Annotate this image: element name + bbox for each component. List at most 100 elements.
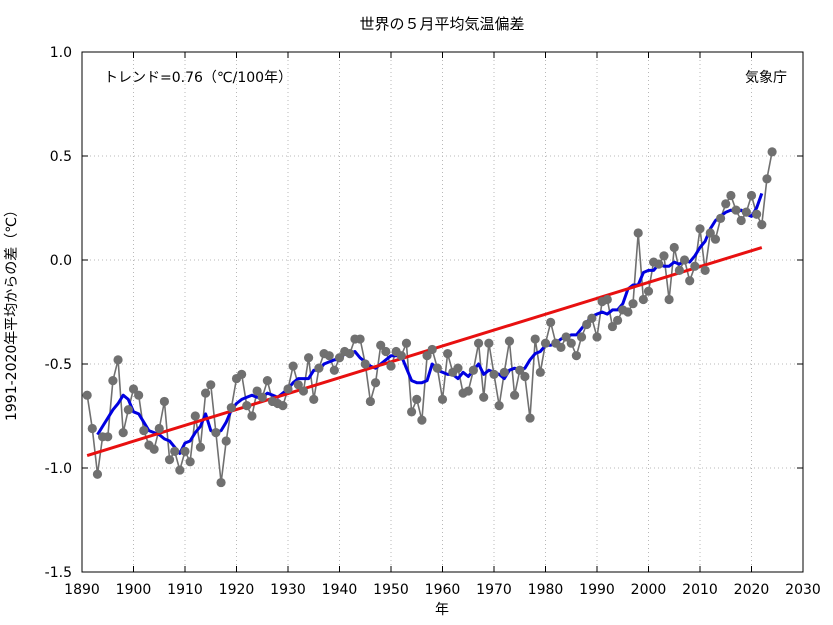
annual-anomaly-point — [582, 319, 592, 330]
annual-anomaly-point — [479, 392, 489, 402]
annual-anomaly-point — [237, 369, 247, 379]
annual-anomaly-point — [118, 428, 128, 438]
annual-anomaly-point — [654, 259, 664, 269]
annual-anomaly-point — [746, 190, 757, 201]
annual-anomaly-point — [752, 209, 762, 219]
annual-anomaly-point — [164, 455, 175, 465]
annual-anomaly-line — [86, 151, 773, 483]
annual-anomaly-point — [561, 332, 571, 342]
annual-anomaly-point — [587, 313, 597, 323]
annual-anomaly-point — [278, 401, 288, 411]
annual-anomaly-point — [710, 234, 721, 244]
annual-anomaly-point — [252, 386, 262, 396]
annual-anomaly-point — [108, 376, 118, 386]
y-tick-label: 0.0 — [50, 253, 72, 269]
annual-anomaly-point — [329, 365, 339, 375]
annual-anomaly-point — [674, 265, 685, 275]
y-tick-label: -1.0 — [45, 461, 72, 477]
annual-anomaly-point — [607, 321, 618, 332]
x-tick-label: 1890 — [64, 582, 100, 598]
annual-anomaly-point — [643, 286, 654, 296]
y-tick-label: 1.0 — [50, 45, 72, 61]
annual-anomaly-point — [731, 205, 741, 215]
y-axis-label: 1991-2020年平均からの差（℃） — [4, 203, 20, 421]
annual-anomaly-point — [154, 423, 164, 434]
chart-title: 世界の５月平均気温偏差 — [359, 15, 524, 33]
annual-anomaly-point — [149, 444, 159, 454]
axis-ticks: 1890 1900 1910 1920 1930 1940 1950 1960 1970 1980… — [45, 45, 821, 598]
annual-anomaly-point — [664, 294, 674, 305]
annual-anomaly-point — [211, 428, 221, 438]
annual-anomaly-point — [293, 380, 303, 390]
annual-anomaly-point — [180, 446, 190, 456]
annual-anomaly-point — [314, 363, 324, 373]
annual-anomaly-point — [695, 224, 705, 234]
annual-anomaly-point — [370, 378, 381, 388]
annual-anomaly-point — [247, 411, 257, 421]
annual-anomaly-point — [407, 407, 417, 417]
annual-anomaly-point — [628, 299, 638, 309]
x-tick-label: 1950 — [373, 582, 409, 598]
x-tick-label: 1980 — [528, 582, 564, 598]
plot-area — [82, 147, 777, 488]
annual-anomaly-point — [412, 394, 422, 404]
x-tick-label: 2000 — [631, 582, 667, 598]
x-tick-label: 2010 — [682, 582, 718, 598]
annual-anomaly-point — [540, 338, 551, 348]
annual-anomaly-point — [623, 307, 633, 317]
y-tick-label: -1.5 — [45, 565, 72, 581]
annual-anomaly-point — [427, 344, 437, 355]
annual-anomaly-point — [726, 190, 736, 201]
annual-anomaly-point — [334, 353, 345, 363]
moving-average-line — [96, 192, 764, 455]
annual-anomaly-point — [355, 334, 365, 344]
annual-anomaly-point — [468, 365, 478, 375]
annual-anomaly-point — [381, 346, 391, 357]
annual-anomaly-point — [309, 394, 319, 404]
x-tick-label: 2030 — [785, 582, 821, 598]
annual-anomaly-point — [283, 384, 293, 394]
annual-anomaly-point — [365, 396, 375, 407]
x-tick-label: 2020 — [734, 582, 770, 598]
x-tick-label: 1900 — [116, 582, 152, 598]
annual-anomaly-point — [92, 469, 103, 479]
x-tick-label: 1910 — [167, 582, 203, 598]
annual-anomaly-point — [304, 353, 314, 363]
annual-anomaly-point — [638, 294, 648, 305]
x-tick-label: 1930 — [270, 582, 306, 598]
annual-anomaly-point — [170, 446, 180, 456]
annual-anomaly-point — [685, 276, 695, 286]
trend-annotation: トレンド=0.76（℃/100年） — [104, 70, 292, 86]
annual-anomaly-point — [134, 390, 144, 400]
annual-anomaly-point — [499, 367, 509, 377]
annual-anomaly-point — [103, 432, 113, 442]
annual-anomaly-point — [432, 363, 442, 373]
trend-line — [86, 246, 763, 457]
annual-anomaly-point — [298, 386, 309, 396]
y-tick-label: 0.5 — [50, 149, 72, 165]
x-tick-label: 1920 — [219, 582, 255, 598]
annual-anomaly-point — [741, 207, 751, 217]
annual-anomaly-point — [82, 390, 92, 400]
annual-anomaly-point — [613, 315, 623, 325]
annual-anomaly-point — [113, 355, 123, 365]
annual-anomaly-point — [566, 338, 576, 348]
annual-anomaly-point — [520, 371, 530, 382]
x-tick-label: 1970 — [476, 582, 512, 598]
annual-anomaly-point — [633, 228, 643, 238]
annual-anomaly-point — [690, 261, 700, 271]
annual-anomaly-point — [705, 228, 715, 238]
annual-anomaly-point — [443, 349, 453, 359]
annual-anomaly-point — [128, 384, 139, 394]
annual-anomaly-point — [576, 332, 587, 342]
annual-anomaly-point — [515, 365, 525, 375]
annual-anomaly-point — [195, 442, 206, 452]
annual-anomaly-point — [226, 403, 236, 413]
annual-anomaly-point — [762, 174, 772, 184]
annual-anomaly-point — [525, 413, 535, 423]
annual-anomaly-point — [139, 425, 149, 436]
annual-anomaly-point — [556, 342, 566, 352]
annual-anomaly-point — [669, 242, 679, 253]
y-tick-label: -0.5 — [45, 357, 72, 373]
